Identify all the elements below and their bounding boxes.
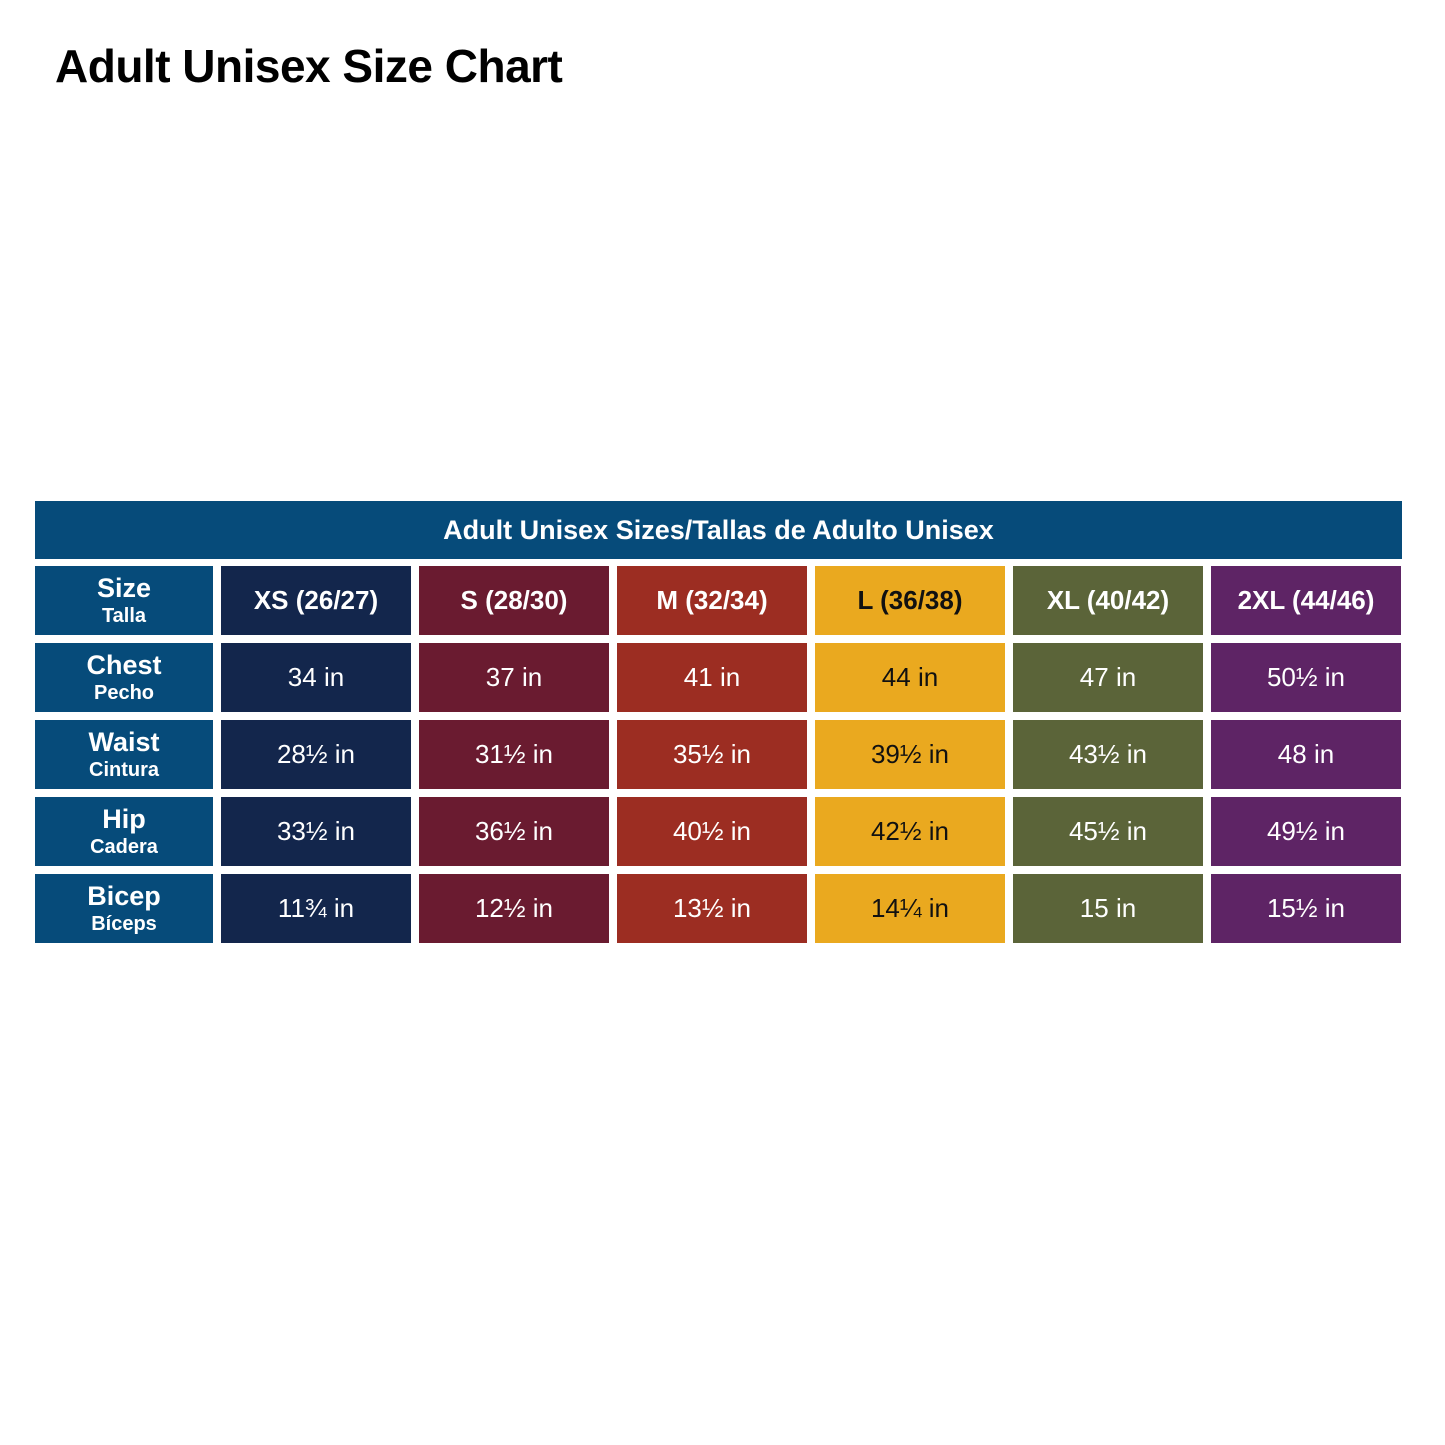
measurement-value: 28½ in <box>221 720 411 789</box>
measurement-value: 15½ in <box>1211 874 1401 943</box>
size-column-header: 2XL (44/46) <box>1211 566 1401 635</box>
measurement-label: Waist Cintura <box>35 720 213 789</box>
size-header-label: Size Talla <box>35 566 213 635</box>
measurement-value: 31½ in <box>419 720 609 789</box>
measurement-value: 42½ in <box>815 797 1005 866</box>
measurement-value: 35½ in <box>617 720 807 789</box>
measurement-label: Hip Cadera <box>35 797 213 866</box>
size-column-header: XS (26/27) <box>221 566 411 635</box>
measurement-value: 33½ in <box>221 797 411 866</box>
measurement-value: 45½ in <box>1013 797 1203 866</box>
measurement-value: 36½ in <box>419 797 609 866</box>
measurement-value: 12½ in <box>419 874 609 943</box>
row-label: Chest <box>86 650 162 680</box>
size-column-header: M (32/34) <box>617 566 807 635</box>
measurement-value: 15 in <box>1013 874 1203 943</box>
row-sublabel: Pecho <box>93 682 155 704</box>
measurement-label: Bicep Bíceps <box>35 874 213 943</box>
page-title: Adult Unisex Size Chart <box>55 40 563 92</box>
row-sublabel: Bíceps <box>91 913 157 935</box>
measurement-value: 41 in <box>617 643 807 712</box>
measurement-value: 43½ in <box>1013 720 1203 789</box>
row-label: Size <box>96 573 152 603</box>
size-column-header: S (28/30) <box>419 566 609 635</box>
table-banner: Adult Unisex Sizes/Tallas de Adulto Unis… <box>35 501 1402 559</box>
measurement-value: 48 in <box>1211 720 1401 789</box>
size-chart-table: Adult Unisex Sizes/Tallas de Adulto Unis… <box>35 501 1402 943</box>
measurement-value: 40½ in <box>617 797 807 866</box>
row-sublabel: Cintura <box>89 759 159 781</box>
measurement-value: 37 in <box>419 643 609 712</box>
measurement-value: 14¼ in <box>815 874 1005 943</box>
size-column-header: L (36/38) <box>815 566 1005 635</box>
measurement-value: 47 in <box>1013 643 1203 712</box>
size-column-header: XL (40/42) <box>1013 566 1203 635</box>
row-sublabel: Cadera <box>90 836 158 858</box>
row-sublabel: Talla <box>101 605 147 627</box>
measurement-value: 49½ in <box>1211 797 1401 866</box>
measurement-label: Chest Pecho <box>35 643 213 712</box>
size-grid: Size Talla XS (26/27) S (28/30) M (32/34) L (… <box>35 566 1402 943</box>
measurement-value: 44 in <box>815 643 1005 712</box>
row-label: Hip <box>102 804 146 834</box>
measurement-value: 11¾ in <box>221 874 411 943</box>
row-label: Bicep <box>87 881 161 911</box>
row-label: Waist <box>88 727 160 757</box>
measurement-value: 39½ in <box>815 720 1005 789</box>
measurement-value: 34 in <box>221 643 411 712</box>
measurement-value: 13½ in <box>617 874 807 943</box>
measurement-value: 50½ in <box>1211 643 1401 712</box>
